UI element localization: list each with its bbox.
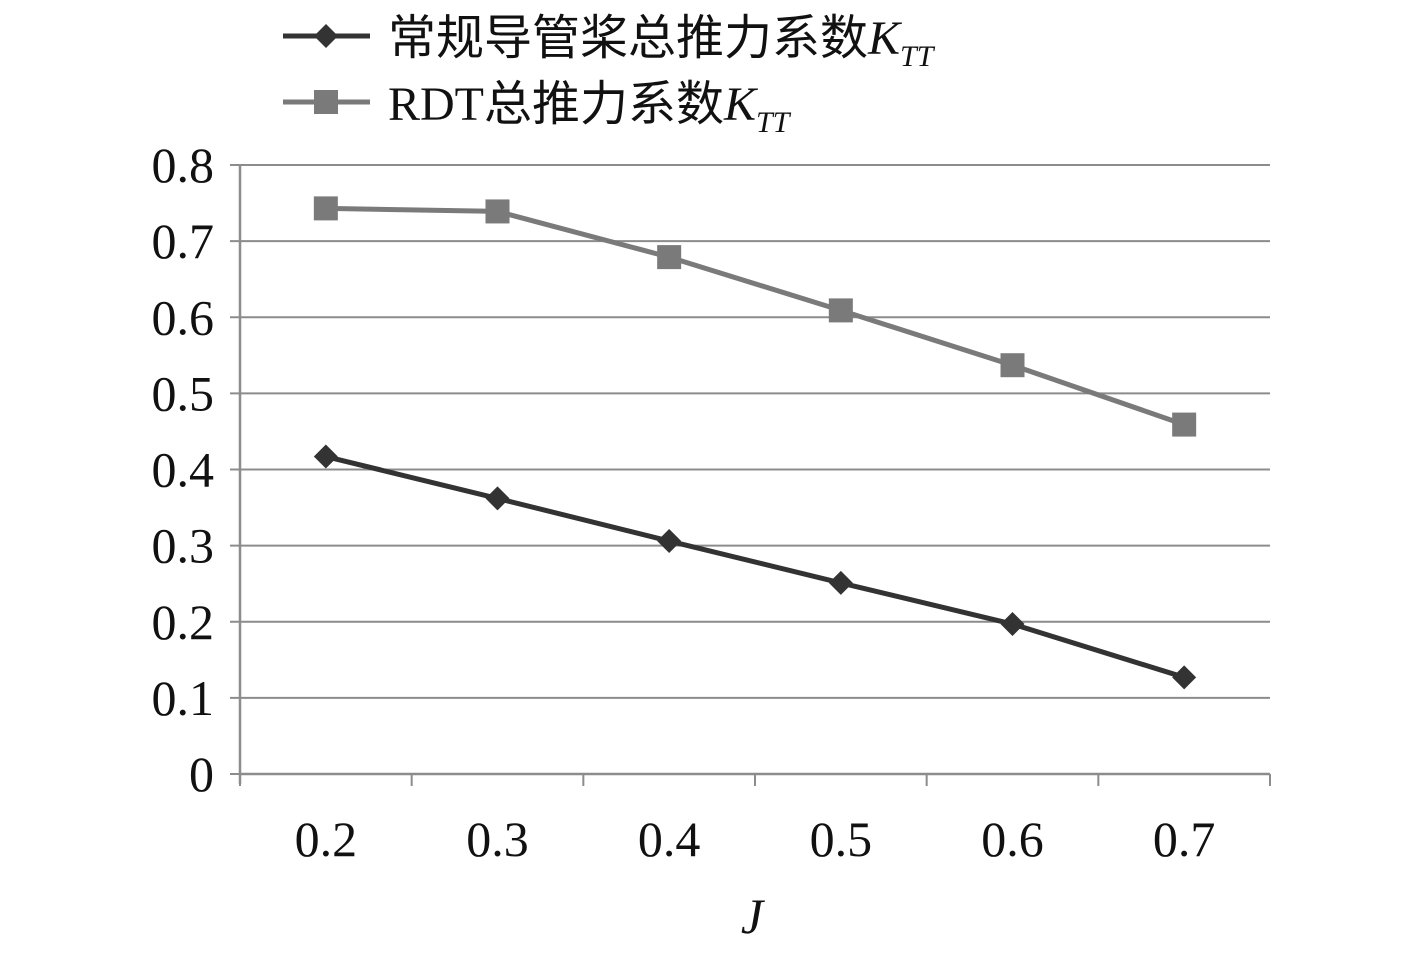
legend-label: RDT总推力系数KTT [388,78,792,139]
x-tick-label: 0.2 [295,811,358,867]
x-tick-label: 0.4 [638,811,701,867]
series-1-point [657,529,682,554]
series-2-point [828,298,853,323]
series-1-point [828,570,853,595]
y-tick-label: 0 [189,746,214,802]
y-tick-label: 0.7 [152,213,215,269]
series-2-point [657,245,682,270]
legend-label: 常规导管桨总推力系数KTT [388,12,936,73]
x-tick-label: 0.6 [981,811,1044,867]
series-2-point [1172,412,1197,437]
legend-swatch-marker [314,90,338,114]
axes [230,164,1271,786]
y-tick-label: 0.4 [152,442,215,498]
series-group [313,196,1197,690]
series-2-point [485,199,510,224]
y-tick-label: 0.2 [152,594,215,650]
series-1-line [325,454,1185,680]
series-1-point [1172,665,1197,690]
legend-item-2: RDT总推力系数KTT [283,78,792,139]
series-2-point [313,196,338,221]
y-tick-label: 0.8 [152,137,215,193]
y-tick-label: 0.3 [152,518,215,574]
legend-item-1: 常规导管桨总推力系数KTT [283,12,936,73]
series-1 [313,444,1197,690]
series-2 [313,196,1197,437]
y-tick-label: 0.5 [152,365,215,421]
series-1-point [485,486,510,511]
x-tick-label: 0.7 [1153,811,1216,867]
x-tick-label: 0.5 [810,811,873,867]
series-1-point [313,444,338,469]
series-2-point [1000,353,1025,378]
grid-lines [240,164,1270,699]
x-axis-title: J [741,888,766,944]
legend-swatch-marker [314,24,338,48]
y-tick-label: 0.1 [152,670,215,726]
x-tick-label: 0.3 [466,811,529,867]
y-tick-label: 0.6 [152,289,215,345]
x-tick-labels: 0.2 0.3 0.4 0.5 0.6 0.7 [295,811,1216,867]
series-2-line [325,205,1185,427]
y-tick-labels: 0 0.1 0.2 0.3 0.4 0.5 0.6 0.7 0.8 [152,137,215,802]
series-1-point [1000,612,1025,637]
